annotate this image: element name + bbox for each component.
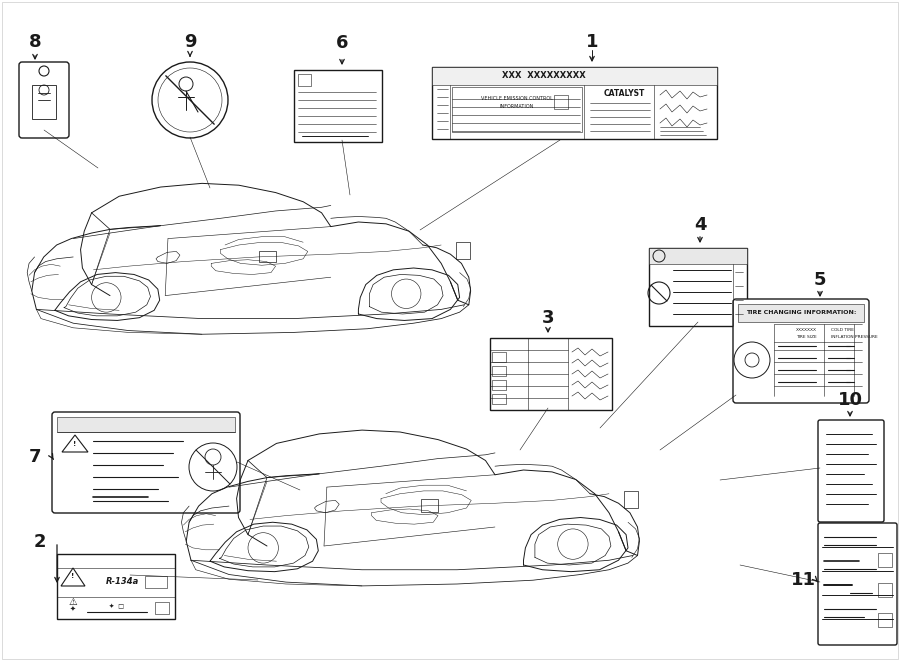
Text: INFLATION PRESSURE: INFLATION PRESSURE — [831, 335, 878, 339]
Text: TIRE CHANGING INFORMATION:: TIRE CHANGING INFORMATION: — [746, 311, 856, 315]
Bar — [490, 338, 612, 410]
Text: 11: 11 — [790, 571, 815, 589]
Text: 8: 8 — [29, 33, 41, 51]
Text: ⚠: ⚠ — [68, 597, 77, 607]
Bar — [298, 74, 311, 86]
Text: 10: 10 — [838, 391, 862, 409]
Bar — [432, 67, 717, 139]
Text: XXX  XXXXXXXXX: XXX XXXXXXXXX — [502, 71, 586, 81]
Text: ✦: ✦ — [70, 606, 76, 612]
Text: INFORMATION: INFORMATION — [500, 104, 535, 110]
FancyBboxPatch shape — [733, 299, 869, 403]
Bar — [421, 500, 438, 512]
Text: 3: 3 — [542, 309, 554, 327]
FancyBboxPatch shape — [818, 523, 897, 645]
Bar — [878, 613, 892, 627]
Text: 6: 6 — [336, 34, 348, 52]
Bar — [878, 553, 892, 567]
Bar — [452, 87, 582, 132]
Text: ✦  □: ✦ □ — [110, 603, 124, 609]
Bar — [554, 95, 568, 109]
Text: CATALYST: CATALYST — [603, 89, 644, 98]
Bar — [492, 366, 506, 376]
Bar — [738, 304, 864, 322]
Bar — [145, 576, 167, 588]
Bar — [649, 248, 747, 326]
Text: XXXXXXX: XXXXXXX — [796, 328, 817, 332]
Text: COLD TIRE: COLD TIRE — [831, 328, 854, 332]
FancyBboxPatch shape — [19, 62, 69, 138]
FancyBboxPatch shape — [818, 420, 884, 522]
Text: 7: 7 — [29, 448, 41, 466]
Bar — [625, 491, 638, 508]
Text: 9: 9 — [184, 33, 196, 51]
Text: !: ! — [74, 441, 76, 447]
Bar — [878, 583, 892, 597]
Bar — [432, 67, 717, 85]
Bar — [456, 242, 470, 259]
Bar — [492, 394, 506, 404]
Bar — [492, 380, 506, 390]
Bar — [259, 251, 275, 262]
Bar — [649, 248, 747, 264]
FancyBboxPatch shape — [52, 412, 240, 513]
Text: 4: 4 — [694, 216, 706, 234]
Bar — [32, 85, 56, 119]
Text: 2: 2 — [34, 533, 46, 551]
Bar — [294, 70, 382, 142]
Text: !: ! — [71, 573, 75, 579]
Text: TIRE SIZE: TIRE SIZE — [796, 335, 817, 339]
Bar — [492, 352, 506, 362]
Text: VEHICLE EMISSION CONTROL: VEHICLE EMISSION CONTROL — [482, 97, 553, 102]
Text: 5: 5 — [814, 271, 826, 289]
Bar — [155, 602, 169, 614]
Bar — [57, 554, 175, 619]
Text: 1: 1 — [586, 33, 598, 51]
Bar — [57, 417, 235, 432]
Circle shape — [39, 66, 49, 76]
Text: R-134a: R-134a — [105, 578, 139, 586]
